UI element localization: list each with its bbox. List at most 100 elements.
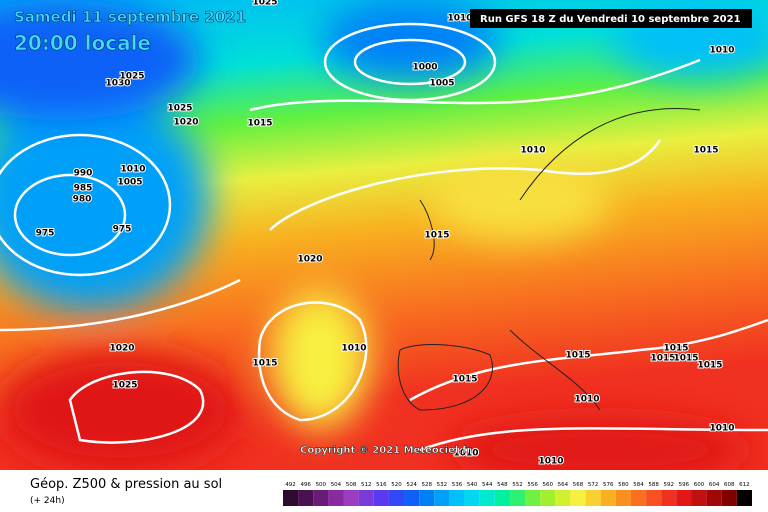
isobar-label: 1010: [341, 344, 366, 354]
scale-swatch: [283, 490, 299, 506]
scale-swatch: [540, 490, 556, 506]
scale-label: 604: [709, 482, 720, 488]
isobar-label: 990: [74, 169, 93, 179]
scale-swatch: [525, 490, 541, 506]
scale-label: 580: [618, 482, 629, 488]
isobar-label: 1015: [673, 354, 698, 364]
isobar-label: 980: [73, 195, 92, 205]
time: 20:00 locale: [14, 31, 151, 55]
isobar-label: 1010: [447, 14, 472, 24]
scale-label: 568: [573, 482, 584, 488]
scale-label: 612: [739, 482, 750, 488]
isobar-label: 1020: [297, 255, 322, 265]
scale-label: 524: [406, 482, 417, 488]
copyright: Copyright © 2021 Meteociel.fr: [300, 445, 471, 456]
scale-swatch: [419, 490, 435, 506]
isobar-label: 1025: [252, 0, 277, 8]
scale-swatch: [404, 490, 420, 506]
isobar-label: 1005: [117, 178, 142, 188]
color-scale: 492 496 500 504 508 512 516 520 524 528 532 536 540 5…: [283, 482, 752, 506]
isobar-label: 1015: [452, 375, 477, 385]
isobar-label: 1015: [697, 361, 722, 371]
scale-swatch: [736, 490, 752, 506]
scale-label: 500: [316, 482, 327, 488]
isobar-label: 975: [36, 229, 55, 239]
scale-label: 528: [421, 482, 432, 488]
scale-swatch: [343, 490, 359, 506]
scale-label: 588: [648, 482, 659, 488]
scale-swatch: [509, 490, 526, 506]
isobar-label: 985: [74, 184, 93, 194]
date: Samedi 11 septembre 2021: [14, 8, 246, 26]
scale-label: 512: [361, 482, 372, 488]
scale-label: 496: [300, 482, 311, 488]
scale-swatch: [479, 490, 495, 506]
coastlines: [397, 108, 701, 411]
scale-label: 596: [679, 482, 690, 488]
scale-swatch: [570, 490, 586, 506]
field: [0, 0, 768, 480]
isobar-label: 1025: [112, 381, 137, 391]
scale-swatch: [298, 490, 314, 506]
footer-lead: (+ 24h): [30, 496, 65, 506]
scale-label: 576: [603, 482, 614, 488]
isobar-label: 1020: [109, 344, 134, 354]
isobar-label: 1010: [709, 424, 734, 434]
scale-label: 548: [497, 482, 508, 488]
scale-label: 492: [285, 482, 296, 488]
scale-label: 560: [543, 482, 554, 488]
scale-swatch: [646, 490, 662, 506]
scale-swatch: [449, 490, 465, 506]
scale-swatch: [661, 490, 677, 506]
scale-swatch: [615, 490, 631, 506]
run: Run GFS 18 Z du Vendredi 10 septembre 20…: [480, 14, 741, 25]
scale-label: 556: [527, 482, 538, 488]
scale-swatch: [358, 490, 374, 506]
scale-swatch: [434, 490, 450, 506]
isobar-label: 1015: [247, 119, 272, 129]
isobar-label: 1015: [565, 351, 590, 361]
scale-swatch: [328, 490, 344, 506]
isobar-label: 975: [113, 225, 132, 235]
scale-swatch: [600, 490, 616, 506]
scale-swatch: [706, 490, 722, 506]
isobar-label: 1005: [429, 79, 454, 89]
scale-label: 544: [482, 482, 493, 488]
scale-label: 608: [724, 482, 735, 488]
isobar-label: 1010: [538, 457, 563, 467]
scale-swatch: [373, 490, 389, 506]
scale-swatch: [676, 490, 692, 506]
scale-label: 516: [376, 482, 387, 488]
isobar-label: 1015: [252, 359, 277, 369]
scale-label: 584: [633, 482, 644, 488]
scale-label: 540: [467, 482, 478, 488]
isobar-label: 1015: [693, 146, 718, 156]
scale-swatch: [691, 490, 707, 506]
isobar-label: 1020: [173, 118, 198, 128]
scale-label: 536: [452, 482, 463, 488]
scale-swatch: [313, 490, 329, 506]
scale-label: 564: [558, 482, 569, 488]
footer-title: Géop. Z500 & pression au sol: [30, 477, 222, 492]
scale-swatch: [464, 490, 480, 506]
scale-label: 592: [664, 482, 675, 488]
scale-label: 504: [331, 482, 342, 488]
scale-label: 600: [694, 482, 705, 488]
scale-label: 552: [512, 482, 523, 488]
isobar-label: 1010: [574, 395, 599, 405]
scale-label: 572: [588, 482, 599, 488]
scale-swatch: [555, 490, 571, 506]
isobar-label: 1010: [453, 449, 478, 459]
isobar-label: 1010: [120, 165, 145, 175]
isobar-label: 1010: [520, 146, 545, 156]
scale-swatch: [388, 490, 405, 506]
isobar-label: 1010: [709, 46, 734, 56]
scale-swatch: [721, 490, 737, 506]
run-box: [470, 9, 752, 28]
isobar-label: 1000: [412, 63, 437, 73]
scale-label: 532: [437, 482, 448, 488]
scale-label: 508: [346, 482, 357, 488]
